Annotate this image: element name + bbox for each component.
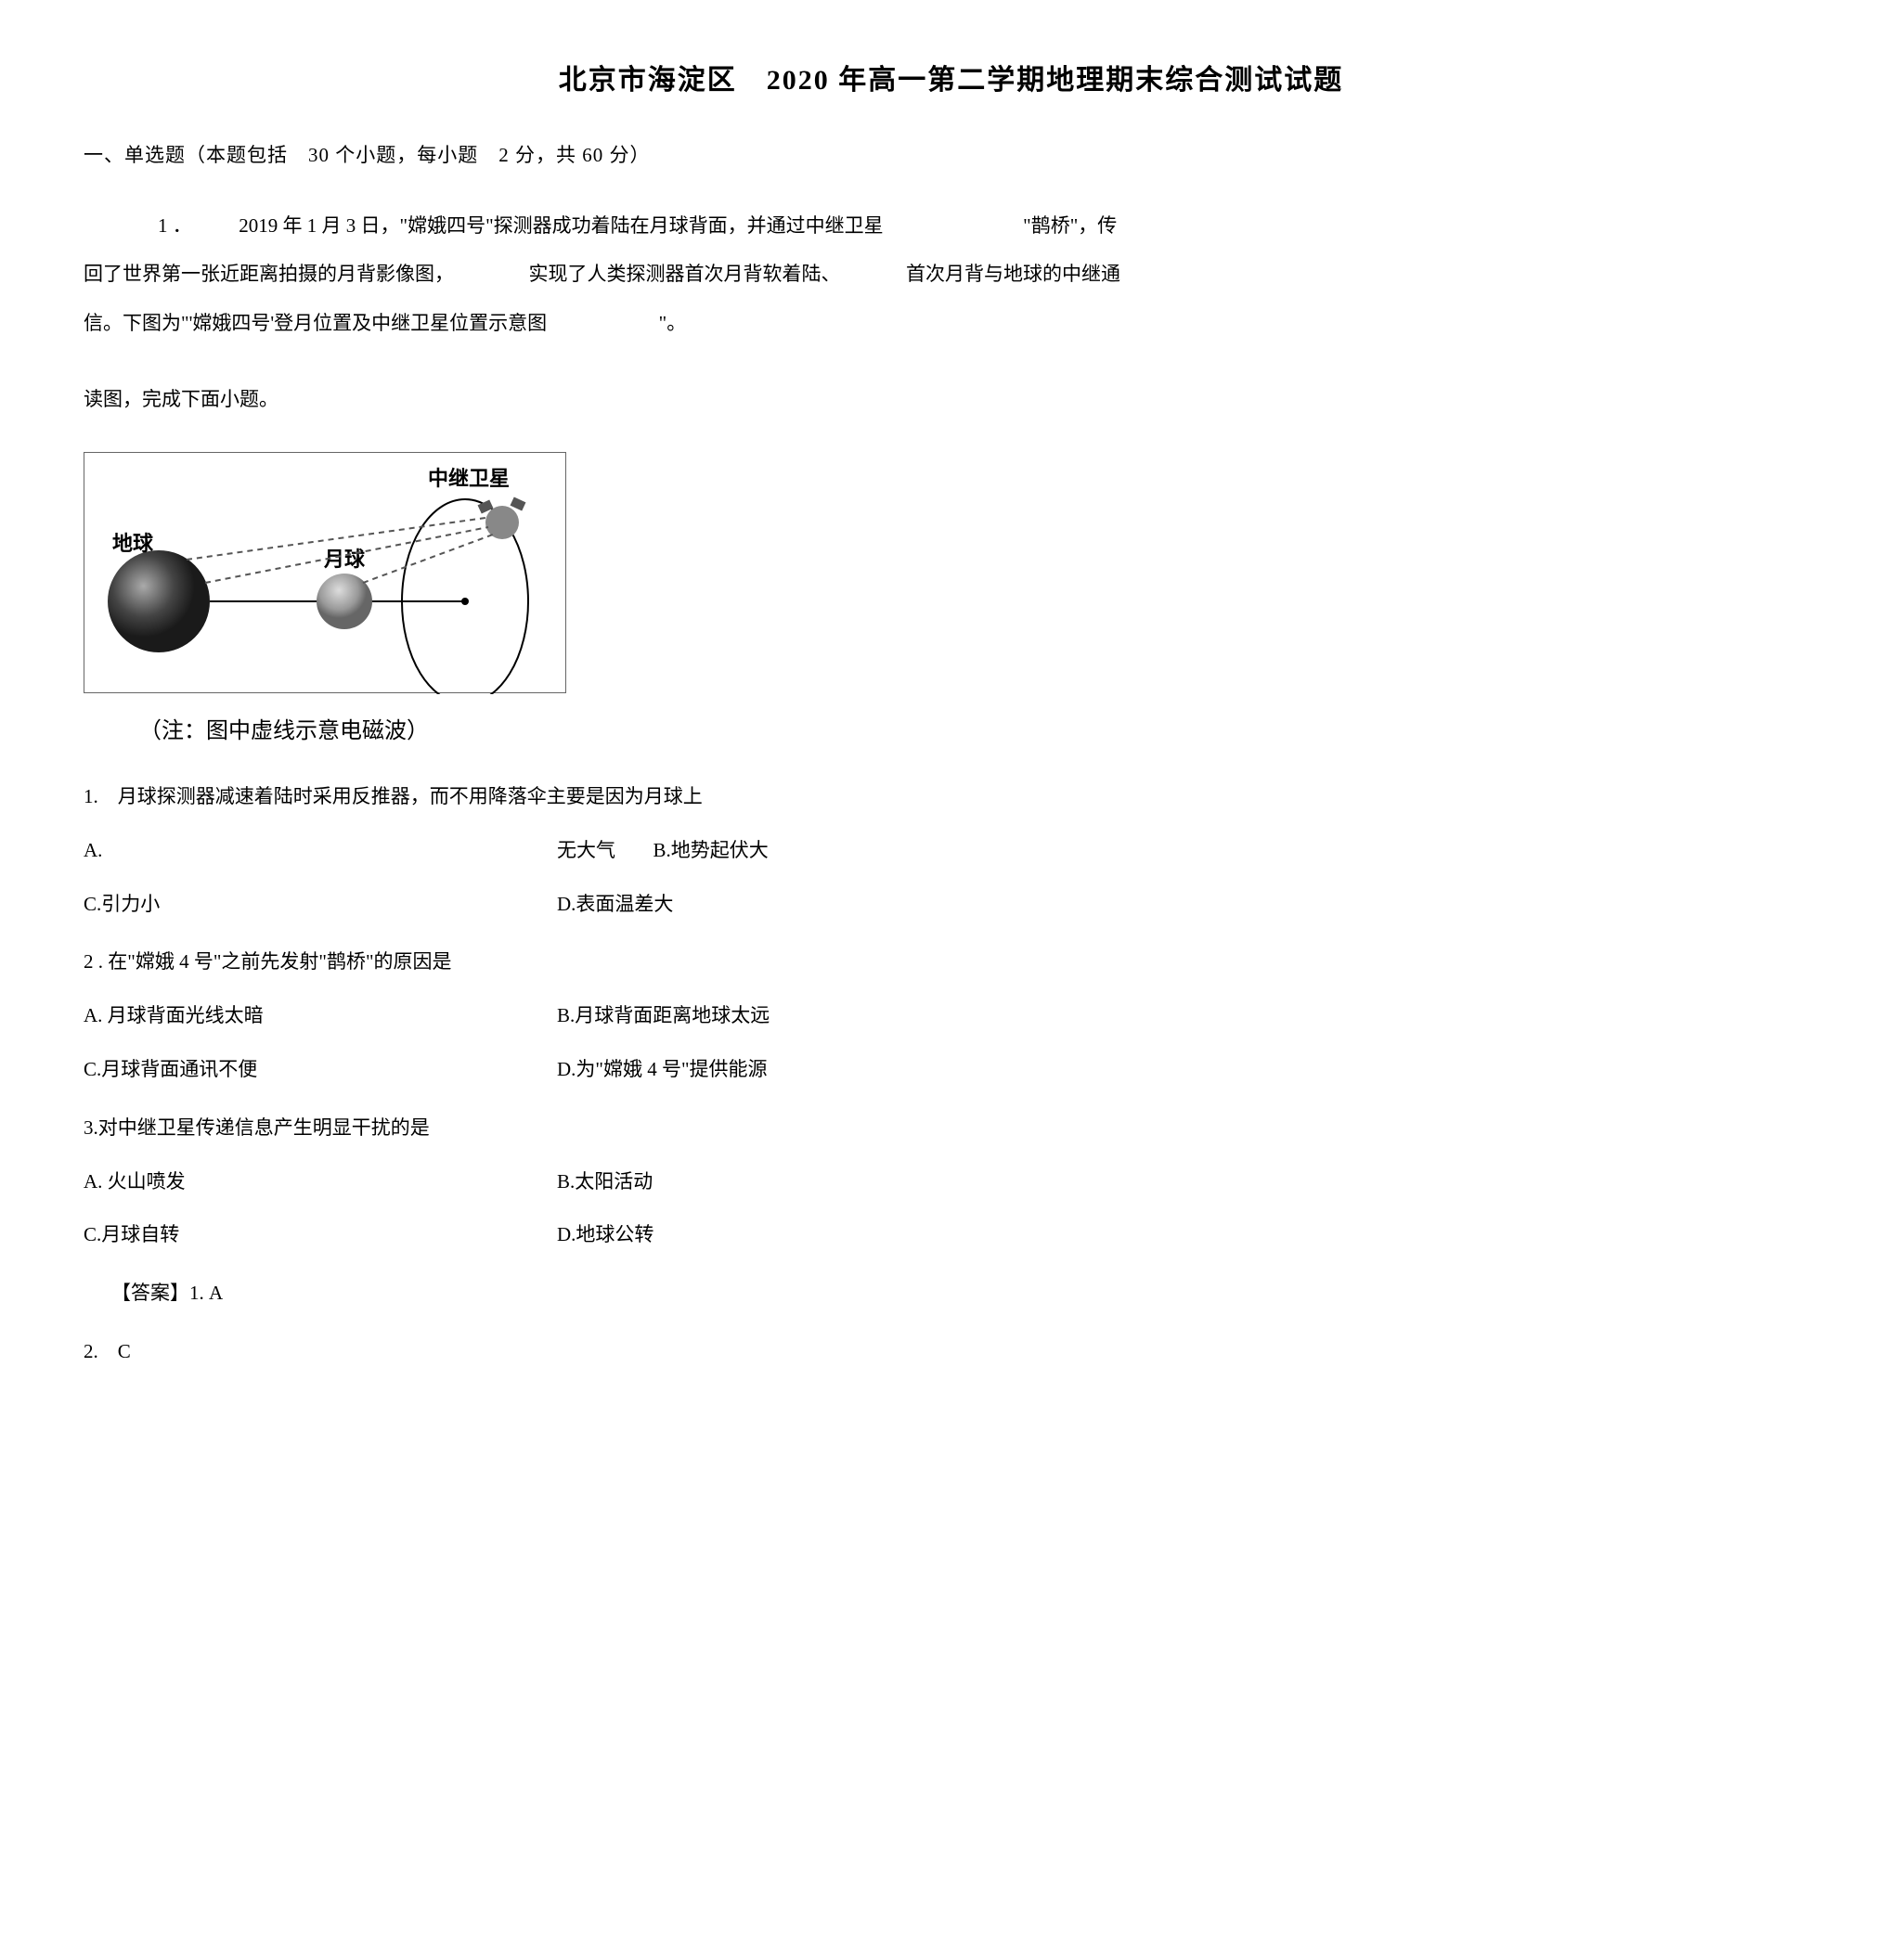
intro-text-1a: 2019 年 1 月 3 日，"嫦娥四号"探测器成功着陆在月球背面，并通过中继卫… (239, 214, 883, 237)
orbit-center (461, 598, 469, 605)
earth-label: 地球 (112, 532, 154, 555)
q2-option-c: C.月球背面通讯不便 (84, 1052, 557, 1088)
wave-line-3 (363, 535, 493, 583)
intro-text-1b: "鹊桥"，传 (1023, 214, 1117, 237)
read-prompt: 读图，完成下面小题。 (84, 375, 1818, 424)
q3-option-d: D.地球公转 (557, 1218, 1818, 1253)
question-number: 1 ． (158, 214, 192, 237)
q3-stem: 3.对中继卫星传递信息产生明显干扰的是 (84, 1111, 1818, 1146)
q1-stem: 1. 月球探测器减速着陆时采用反推器，而不用降落伞主要是因为月球上 (84, 780, 1818, 815)
q2-option-d: D.为"嫦娥 4 号"提供能源 (557, 1052, 1818, 1088)
q1-option-a: A. (84, 833, 557, 869)
diagram-container: 地球 月球 中继卫星 （注：图中虚线 (84, 452, 1818, 752)
q1-option-d: D.表面温差大 (557, 887, 1818, 922)
q1-option-b: B.地势起伏大 (653, 839, 769, 861)
intro-text-2a: 回了世界第一张近距离拍摄的月背影像图， (84, 263, 454, 285)
section-header: 一、单选题（本题包括 30 个小题，每小题 2 分，共 60 分） (84, 138, 1818, 174)
intro-text-2c: 首次月背与地球的中继通 (906, 263, 1120, 285)
q3-option-a: A. 火山喷发 (84, 1165, 557, 1200)
q1-option-a-text: 无大气 (557, 839, 615, 861)
q3-option-b: B.太阳活动 (557, 1165, 1818, 1200)
q1-option-c: C.引力小 (84, 887, 557, 922)
intro-text-2b: 实现了人类探测器首次月背软着陆、 (529, 263, 841, 285)
question-2: 2 . 在"嫦娥 4 号"之前先发射"鹊桥"的原因是 A. 月球背面光线太暗 B… (84, 945, 1818, 1087)
answer-2: 2. C (84, 1335, 1818, 1370)
orbit-diagram: 地球 月球 中继卫星 (84, 452, 566, 693)
earth-icon (108, 550, 210, 652)
q2-option-a: A. 月球背面光线太暗 (84, 999, 557, 1034)
intro-text-3b: "。 (659, 312, 687, 334)
answer-1: 【答案】1. A (84, 1276, 1818, 1311)
question-1: 1. 月球探测器减速着陆时采用反推器，而不用降落伞主要是因为月球上 A. 无大气… (84, 780, 1818, 922)
satellite-label: 中继卫星 (428, 467, 510, 490)
diagram-note: （注：图中虚线示意电磁波） (139, 712, 1818, 752)
q2-option-b: B.月球背面距离地球太远 (557, 999, 1818, 1034)
intro-text-3a: 信。下图为"'嫦娥四号'登月位置及中继卫星位置示意图 (84, 312, 547, 334)
q2-stem: 2 . 在"嫦娥 4 号"之前先发射"鹊桥"的原因是 (84, 945, 1818, 980)
intro-paragraph: 1 ． 2019 年 1 月 3 日，"嫦娥四号"探测器成功着陆在月球背面，并通… (84, 201, 1818, 348)
answers-block: 【答案】1. A 2. C (84, 1276, 1818, 1370)
question-3: 3.对中继卫星传递信息产生明显干扰的是 A. 火山喷发 B.太阳活动 C.月球自… (84, 1111, 1818, 1253)
page-title: 北京市海淀区 2020 年高一第二学期地理期末综合测试试题 (84, 56, 1818, 106)
q3-option-c: C.月球自转 (84, 1218, 557, 1253)
